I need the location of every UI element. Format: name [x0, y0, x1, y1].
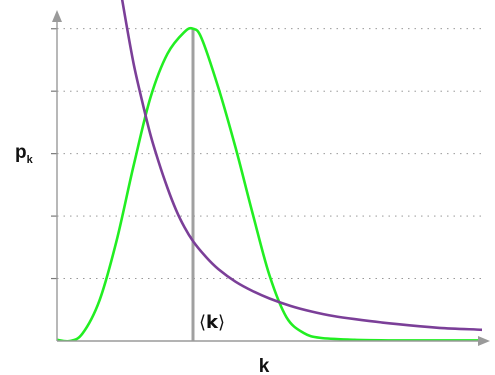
grid-lines [57, 29, 482, 279]
mean-label: ⟨k⟩ [199, 312, 225, 333]
axes [52, 10, 490, 346]
mean-label-right: ⟩ [218, 312, 225, 333]
y-ticks [51, 29, 57, 279]
y-axis-label: pk [15, 142, 34, 166]
x-axis-arrow [478, 336, 490, 346]
mean-label-left: ⟨ [199, 312, 206, 333]
x-axis-label: k [259, 356, 270, 375]
y-axis-label-main: p [15, 142, 27, 163]
series-line-1 [57, 28, 482, 341]
y-axis-arrow [52, 10, 62, 22]
y-axis-label-sub: k [27, 154, 34, 166]
series-lines [57, 0, 482, 341]
